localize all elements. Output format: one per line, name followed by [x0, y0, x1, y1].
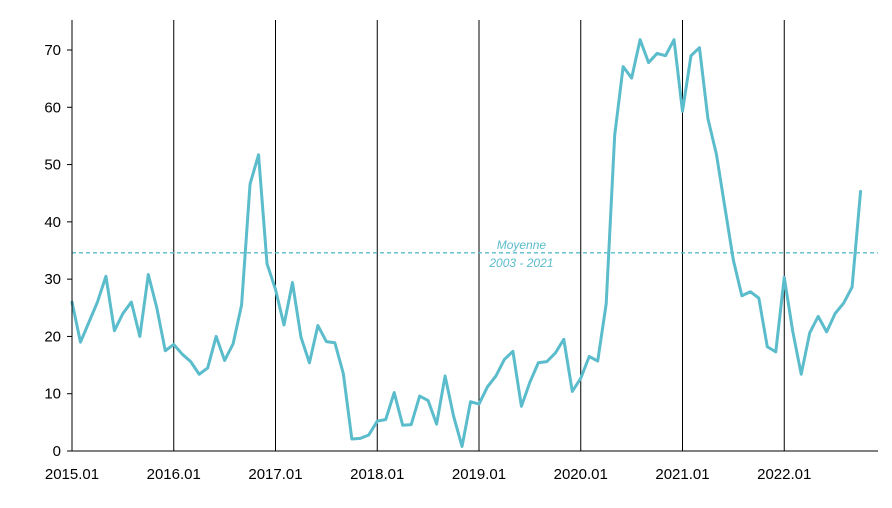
- x-tick-labels: 2015.01 2016.01 2017.01 2018.01 2019.01 2020.…: [45, 466, 811, 483]
- y-tick-label: 40: [44, 214, 61, 231]
- y-tick-label: 50: [44, 157, 61, 174]
- y-tick-label: 20: [44, 328, 61, 345]
- x-tick-label: 2015.01: [45, 466, 99, 483]
- y-tick-label: 10: [44, 386, 61, 403]
- x-tick-label: 2022.01: [757, 466, 811, 483]
- series-group: [70, 38, 863, 448]
- x-tick-label: 2016.01: [147, 466, 201, 483]
- series-line-0: [70, 38, 863, 448]
- y-tick-label: 60: [44, 99, 61, 116]
- x-tick-label: 2021.01: [655, 466, 709, 483]
- reference-line-group: Moyenne 2003 - 2021: [72, 238, 878, 270]
- x-tick-label: 2020.01: [554, 466, 608, 483]
- reference-label-line1: Moyenne: [497, 238, 547, 252]
- axes-group: [71, 20, 878, 452]
- x-tick-label: 2018.01: [350, 466, 404, 483]
- x-tick-label: 2019.01: [452, 466, 506, 483]
- y-tick-labels: 0 10 20 30 40 50 60 70: [44, 42, 72, 460]
- y-tick-label: 0: [53, 443, 61, 460]
- vertical-gridlines: [173, 20, 785, 451]
- reference-label-line2: 2003 - 2021: [488, 256, 553, 270]
- x-tick-label: 2017.01: [248, 466, 302, 483]
- y-tick-label: 70: [44, 42, 61, 59]
- y-tick-label: 30: [44, 271, 61, 288]
